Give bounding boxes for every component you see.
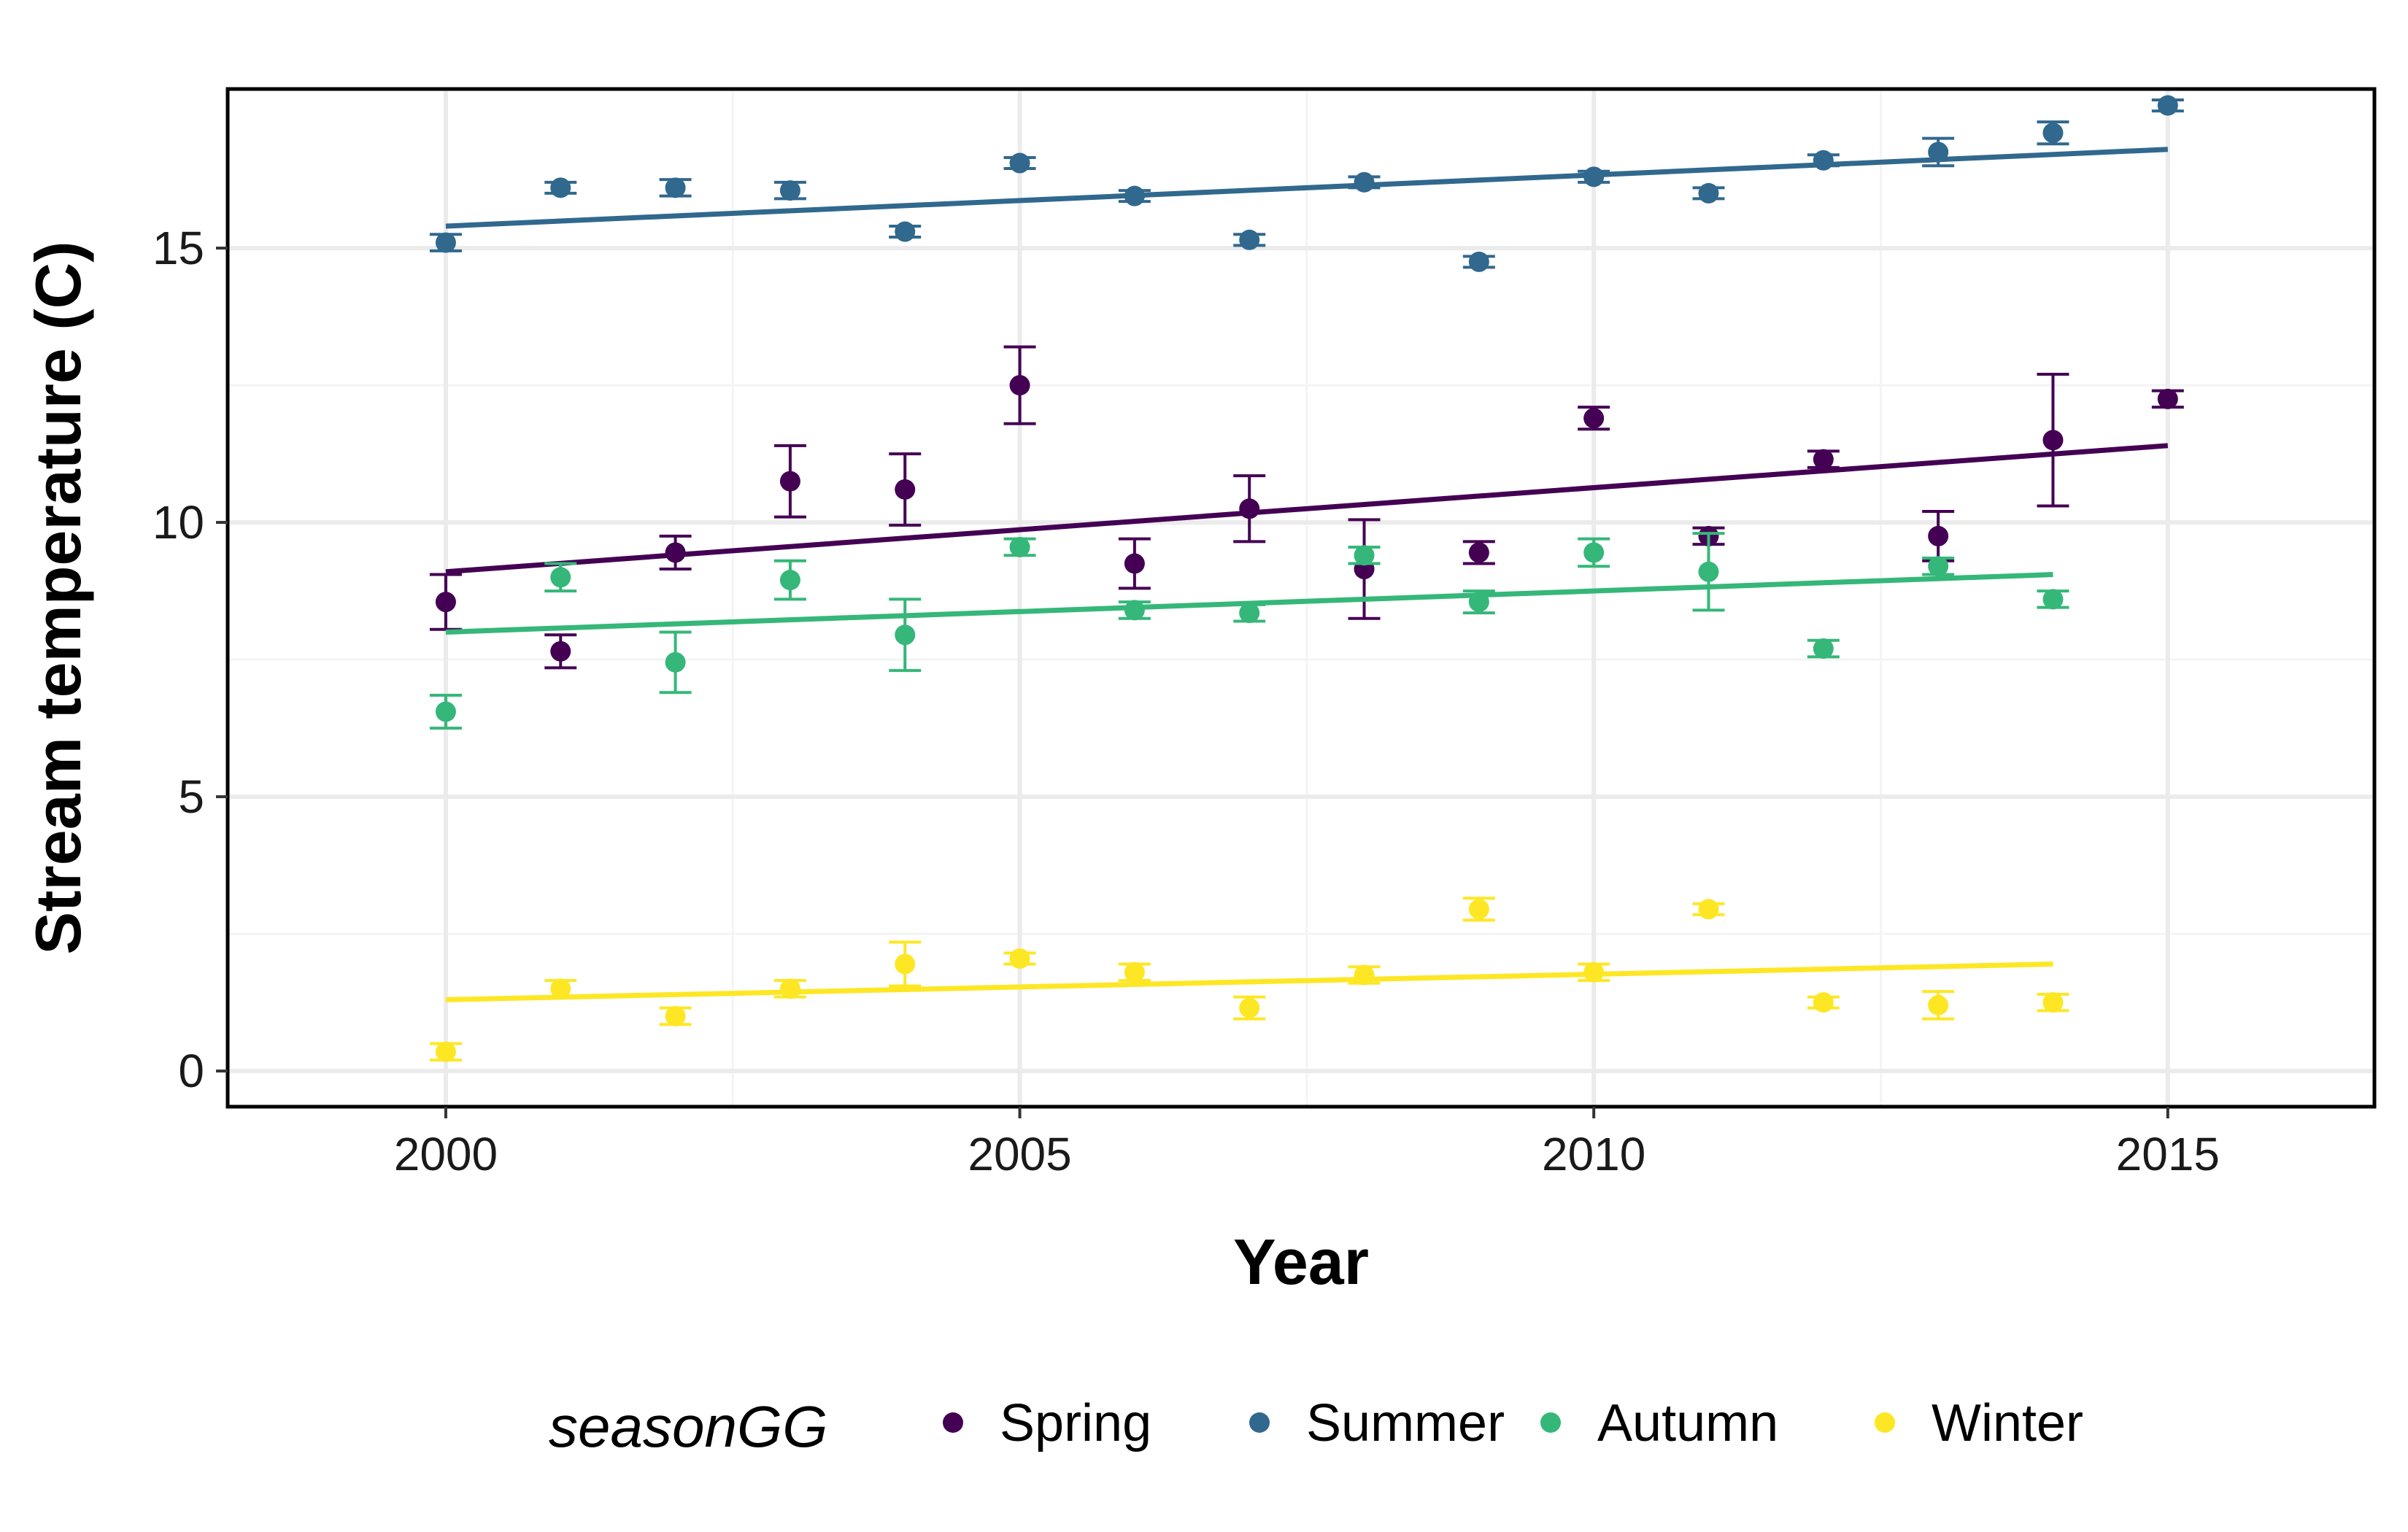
data-point <box>1813 638 1834 659</box>
data-point <box>2042 430 2064 451</box>
data-point <box>1239 229 1260 250</box>
legend-key-autumn <box>1540 1412 1561 1433</box>
data-point <box>435 232 456 253</box>
series-summer <box>429 95 2184 272</box>
trend-line <box>445 147 2168 229</box>
plot-data <box>429 95 2184 1062</box>
data-point <box>1468 542 1489 563</box>
y-tick-label: 0 <box>178 1045 204 1097</box>
y-axis-title: Stream temperature (C) <box>22 241 94 954</box>
data-point <box>550 641 571 662</box>
data-point <box>1009 152 1030 174</box>
data-point <box>665 177 686 198</box>
y-tick-label: 15 <box>153 222 204 274</box>
legend: seasonGG Spring Summer Autumn Winter <box>549 1394 2083 1459</box>
data-point <box>779 978 800 999</box>
data-point <box>779 471 800 492</box>
data-point <box>1928 994 1949 1015</box>
trend-line <box>445 572 2053 635</box>
legend-label-winter: Winter <box>1932 1394 2083 1452</box>
series-winter <box>429 897 2069 1062</box>
legend-key-winter <box>1875 1412 1895 1433</box>
data-point <box>1009 536 1030 557</box>
data-point <box>435 701 456 722</box>
x-tick-label: 2005 <box>968 1128 1071 1180</box>
data-point <box>435 592 456 613</box>
data-point <box>550 177 571 198</box>
data-point <box>1813 992 1834 1013</box>
x-axis-title: Year <box>1233 1226 1369 1298</box>
y-tick-label: 5 <box>178 770 204 823</box>
data-point <box>1468 899 1489 920</box>
panel-border <box>225 87 2377 1109</box>
data-point <box>1354 545 1375 566</box>
data-point <box>550 567 571 588</box>
legend-label-autumn: Autumn <box>1597 1394 1778 1452</box>
data-point <box>1583 542 1605 563</box>
legend-title: seasonGG <box>549 1394 827 1459</box>
series-autumn <box>429 532 2069 730</box>
trend-line <box>445 443 2169 575</box>
data-point <box>895 953 916 975</box>
data-point <box>895 624 916 646</box>
data-point <box>435 1041 456 1062</box>
data-point <box>2042 589 2064 610</box>
data-point <box>1698 561 1719 582</box>
data-point <box>550 978 571 999</box>
data-point <box>1698 182 1719 204</box>
data-point <box>895 479 916 500</box>
grid <box>228 89 2374 1107</box>
series-spring <box>429 345 2184 670</box>
data-point <box>1698 899 1719 920</box>
data-point <box>1468 251 1489 272</box>
legend-items: Spring Summer Autumn Winter <box>943 1394 2083 1452</box>
data-point <box>1354 171 1375 193</box>
legend-label-spring: Spring <box>1000 1394 1151 1452</box>
data-point <box>2157 95 2178 116</box>
x-tick-label: 2015 <box>2116 1128 2220 1180</box>
data-point <box>779 180 800 201</box>
data-point <box>2042 992 2064 1013</box>
data-point <box>2157 388 2178 409</box>
data-point <box>1009 948 1030 969</box>
data-point <box>779 570 800 591</box>
data-point <box>1124 553 1145 574</box>
data-point <box>1583 408 1605 429</box>
data-point <box>1009 375 1030 396</box>
data-point <box>1239 997 1260 1018</box>
data-point <box>1928 525 1949 546</box>
legend-key-spring <box>943 1412 963 1433</box>
data-point <box>1124 962 1145 983</box>
data-point <box>1813 449 1834 470</box>
data-point <box>895 221 916 242</box>
data-point <box>1928 556 1949 577</box>
data-point <box>1239 603 1260 624</box>
data-point <box>665 1005 686 1026</box>
x-tick-label: 2010 <box>1542 1128 1645 1180</box>
data-point <box>2042 123 2064 144</box>
data-point <box>665 651 686 673</box>
x-tick-label: 2000 <box>394 1128 498 1180</box>
data-point <box>1354 964 1375 986</box>
trend-line <box>445 961 2053 1002</box>
legend-key-summer <box>1249 1412 1270 1433</box>
y-tick-label: 10 <box>153 496 204 549</box>
legend-label-summer: Summer <box>1306 1394 1505 1452</box>
axis-ticks: 2000 2005 2010 2015 0 5 10 15 <box>153 222 2220 1180</box>
